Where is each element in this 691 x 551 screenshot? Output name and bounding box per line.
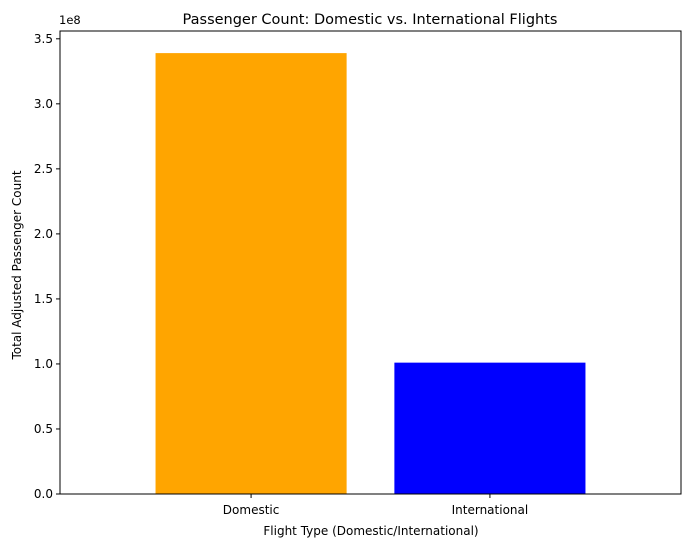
bar-domestic [155,53,347,495]
y-axis-scale-label: 1e8 [59,13,81,27]
x-tick-label: Domestic [223,503,280,517]
bars-layer [155,53,586,495]
y-tick-label: 1.5 [34,292,53,306]
y-tick-label: 3.5 [34,32,53,46]
y-tick-label: 2.0 [34,227,53,241]
y-tick-label: 3.0 [34,97,53,111]
x-ticks-layer: Domestic International [223,494,528,517]
x-axis-label: Flight Type (Domestic/International) [263,524,478,538]
bar-international [394,362,586,494]
chart-title: Passenger Count: Domestic vs. Internatio… [183,12,558,28]
y-tick-label: 0.0 [34,487,53,501]
plot-frame [59,30,682,495]
x-tick-label: International [452,503,529,517]
y-axis-label: Total Adjusted Passenger Count [10,170,24,360]
y-ticks-layer: 0.0 0.5 1.0 1.5 2.0 2.5 3.0 3.5 [34,32,60,501]
y-tick-label: 1.0 [34,357,53,371]
y-tick-label: 2.5 [34,162,53,176]
y-tick-label: 0.5 [34,422,53,436]
